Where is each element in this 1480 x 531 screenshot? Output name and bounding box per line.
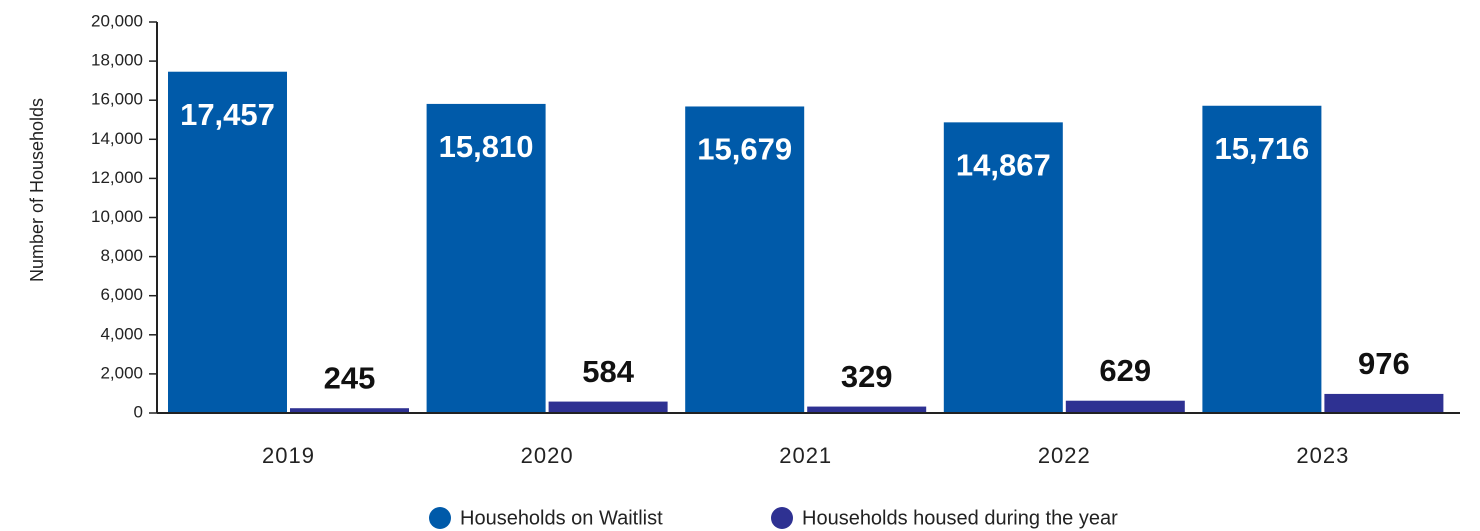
value-label: 17,457 bbox=[180, 97, 275, 132]
bar bbox=[1324, 393, 1444, 413]
legend-label: Households on Waitlist bbox=[460, 507, 663, 529]
legend-marker bbox=[429, 507, 451, 529]
y-tick-label: 10,000 bbox=[91, 207, 143, 226]
value-label: 14,867 bbox=[956, 148, 1051, 183]
y-axis-label: Number of Households bbox=[27, 98, 47, 282]
bar bbox=[685, 106, 805, 413]
bar bbox=[290, 408, 409, 413]
bar bbox=[1202, 105, 1322, 413]
legend-label: Households housed during the year bbox=[802, 507, 1118, 529]
bar bbox=[168, 71, 287, 414]
x-tick-label: 2021 bbox=[779, 443, 832, 468]
legend-marker bbox=[771, 507, 793, 529]
bar bbox=[1065, 400, 1185, 413]
x-tick-label: 2019 bbox=[262, 443, 315, 468]
y-tick-label: 8,000 bbox=[100, 246, 143, 265]
value-label: 245 bbox=[324, 360, 376, 395]
value-label: 629 bbox=[1099, 353, 1151, 388]
y-tick-label: 12,000 bbox=[91, 168, 143, 187]
x-tick-label: 2020 bbox=[521, 443, 574, 468]
y-tick-label: 18,000 bbox=[91, 51, 143, 70]
value-label: 15,716 bbox=[1214, 131, 1309, 166]
value-label: 15,679 bbox=[697, 132, 792, 167]
bar bbox=[548, 401, 668, 413]
y-tick-label: 6,000 bbox=[100, 285, 143, 304]
value-label: 15,810 bbox=[439, 129, 534, 164]
bar bbox=[807, 406, 927, 413]
y-tick-label: 16,000 bbox=[91, 90, 143, 109]
value-label: 329 bbox=[841, 359, 893, 394]
y-tick-label: 2,000 bbox=[100, 363, 143, 382]
bar bbox=[943, 122, 1063, 413]
y-tick-label: 4,000 bbox=[100, 324, 143, 343]
value-label: 584 bbox=[582, 354, 634, 389]
bar bbox=[426, 103, 546, 414]
y-tick-label: 20,000 bbox=[91, 11, 143, 30]
value-label: 976 bbox=[1358, 346, 1410, 381]
y-tick-label: 14,000 bbox=[91, 129, 143, 148]
x-tick-label: 2023 bbox=[1296, 443, 1349, 468]
x-tick-label: 2022 bbox=[1038, 443, 1091, 468]
y-tick-label: 0 bbox=[134, 402, 143, 421]
